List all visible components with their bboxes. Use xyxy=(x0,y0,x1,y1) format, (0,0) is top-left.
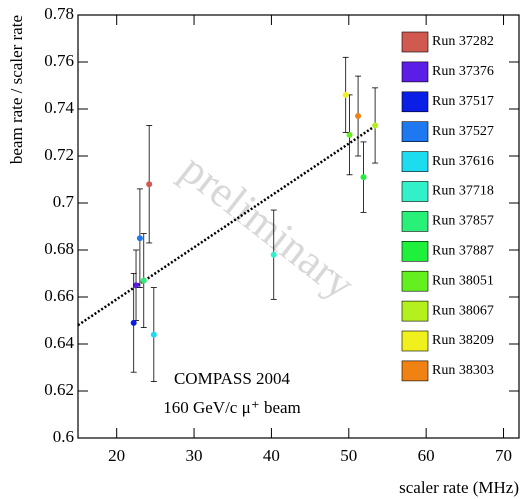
y-tick-label: 0.62 xyxy=(44,380,74,399)
legend-swatch xyxy=(401,211,429,232)
x-tick-label: 40 xyxy=(263,446,280,465)
annotation: 160 GeV/c μ⁺ beam xyxy=(163,398,301,417)
legend-label: Run 37376 xyxy=(432,64,494,79)
y-tick-label: 0.7 xyxy=(53,192,75,211)
legend-label: Run 37616 xyxy=(432,154,494,169)
y-tick-label: 0.64 xyxy=(44,333,74,352)
legend-swatch xyxy=(401,31,429,53)
point xyxy=(130,319,137,326)
legend-swatch xyxy=(401,241,429,262)
legend-swatch xyxy=(401,330,429,352)
point xyxy=(360,174,367,181)
y-tick-label: 0.66 xyxy=(44,286,74,305)
legend-label: Run 37282 xyxy=(432,34,494,49)
y-tick-label: 0.68 xyxy=(44,239,74,258)
point xyxy=(140,277,147,284)
legend-label: Run 37887 xyxy=(432,244,494,259)
point xyxy=(346,131,353,138)
y-tick-label: 0.72 xyxy=(44,145,74,164)
y-tick-label: 0.6 xyxy=(53,427,74,446)
point xyxy=(270,251,277,258)
y-tick-label: 0.74 xyxy=(44,98,74,117)
legend-label: Run 37527 xyxy=(432,124,494,139)
legend-swatch xyxy=(401,151,429,172)
x-tick-label: 50 xyxy=(340,446,357,465)
y-tick-label: 0.78 xyxy=(44,4,74,23)
legend-label: Run 37517 xyxy=(432,94,494,109)
point xyxy=(136,235,143,242)
legend-swatch xyxy=(401,360,429,382)
point xyxy=(133,282,140,289)
watermark: preliminary xyxy=(172,144,364,309)
annotation: COMPASS 2004 xyxy=(174,369,291,388)
x-tick-label: 30 xyxy=(186,446,203,465)
y-axis-label: beam rate / scaler rate xyxy=(7,15,26,164)
point xyxy=(146,181,153,188)
legend-swatch xyxy=(401,270,429,292)
legend-label: Run 37857 xyxy=(432,214,494,229)
x-tick-label: 60 xyxy=(418,446,435,465)
point xyxy=(372,122,379,129)
legend-label: Run 38051 xyxy=(432,273,494,288)
legend-label: Run 38303 xyxy=(432,363,494,378)
legend-label: Run 37718 xyxy=(432,184,494,199)
legend-label: Run 38209 xyxy=(432,333,494,348)
x-tick-label: 20 xyxy=(108,446,125,465)
point xyxy=(342,91,349,98)
legend-swatch xyxy=(401,61,429,83)
point xyxy=(355,113,362,120)
legend-swatch xyxy=(401,121,429,142)
legend-swatch xyxy=(401,300,429,322)
legend-swatch xyxy=(401,91,429,113)
x-axis-label: scaler rate (MHz) xyxy=(399,478,519,497)
y-tick-label: 0.76 xyxy=(44,51,74,70)
x-tick-label: 70 xyxy=(495,446,512,465)
plot-frame xyxy=(77,14,520,439)
legend-swatch xyxy=(401,181,429,202)
point xyxy=(150,331,157,338)
legend-label: Run 38067 xyxy=(432,303,494,318)
